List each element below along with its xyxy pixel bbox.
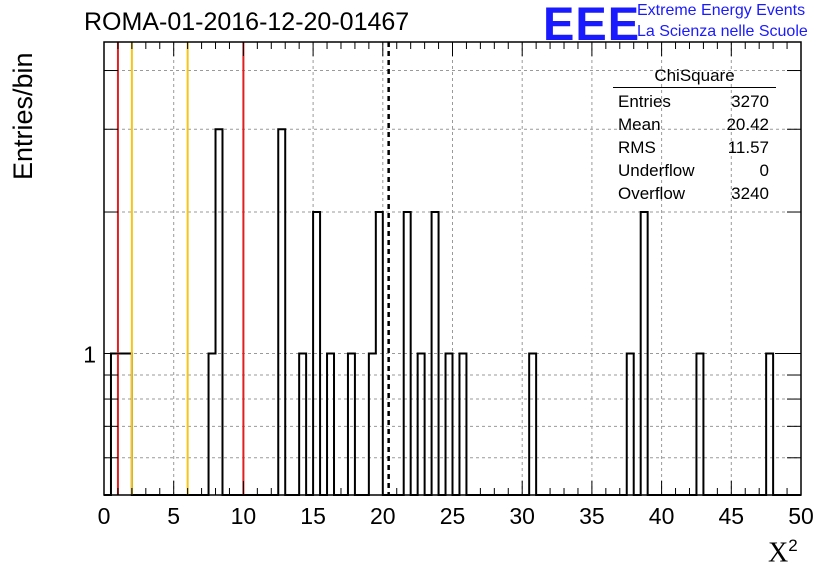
stats-value: 11.57 (727, 138, 769, 157)
stats-value: 0 (759, 161, 769, 180)
reference-lines (116, 42, 390, 495)
chart-title: ROMA-01-2016-12-20-01467 (84, 8, 410, 36)
x-tick-label: 40 (649, 503, 675, 529)
stats-title: ChiSquare (613, 66, 776, 88)
stats-box: ChiSquare Entries 3270 Mean 20.42 RMS 11.57 Un… (613, 66, 776, 205)
stats-row: Entries 3270 (613, 90, 776, 113)
stats-label: Entries (618, 92, 671, 111)
x-tick-label: 20 (370, 503, 396, 529)
x-tick-label: 30 (509, 503, 535, 529)
stats-label: RMS (618, 138, 656, 157)
histogram-bin (278, 129, 285, 495)
stats-value: 20.42 (726, 115, 769, 134)
stats-row: RMS 11.57 (613, 136, 776, 159)
stats-label: Overflow (618, 184, 686, 203)
x-tick-label: 50 (788, 503, 814, 529)
x-axis-label: X2 (768, 536, 798, 569)
y-axis-label: Entries/bin (8, 52, 38, 180)
stats-label: Mean (618, 115, 661, 134)
x-tick-label: 5 (167, 503, 180, 529)
x-tick-label: 45 (719, 503, 745, 529)
x-tick-label: 35 (579, 503, 605, 529)
stats-value: 3240 (731, 184, 769, 203)
x-tick-label: 0 (98, 503, 111, 529)
x-tick-label: 10 (231, 503, 257, 529)
y-tick-label: 1 (83, 342, 96, 368)
stats-value: 3270 (731, 92, 769, 111)
histogram-bin (216, 129, 223, 495)
logo-line-2: La Scienza nelle Scuole (637, 23, 808, 40)
x-tick-label: 25 (440, 503, 466, 529)
eee-logo: EEE (543, 0, 641, 50)
x-tick-label: 15 (300, 503, 326, 529)
ticks: 0 5 10 15 20 25 30 35 40 45 50 1 (83, 42, 814, 529)
stats-label: Underflow (618, 161, 695, 180)
stats-row: Underflow 0 (613, 159, 776, 182)
stats-row: Overflow 3240 (613, 182, 776, 205)
stats-row: Mean 20.42 (613, 113, 776, 136)
logo-line-1: Extreme Energy Events (637, 2, 806, 19)
